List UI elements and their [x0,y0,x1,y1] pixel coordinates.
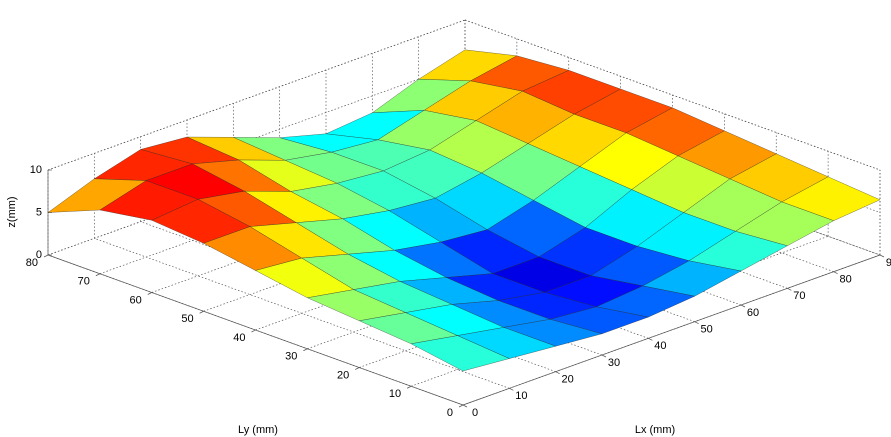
x-tick-label: 20 [562,374,574,386]
x-tick-label: 30 [608,357,620,369]
plot-area: 0102030405060708090010203040506070800510 [26,19,891,419]
y-tick-label: 50 [181,313,193,325]
x-tick-label: 60 [747,307,759,319]
y-tick-label: 10 [389,388,401,400]
tick-mark [95,273,101,277]
axis-line [464,19,881,171]
y-tick-label: 30 [285,351,297,363]
tick-mark [648,338,653,341]
tick-mark [199,310,204,314]
tick-mark [355,367,360,370]
tick-mark [303,348,308,352]
tick-mark [601,354,607,358]
y-tick-label: 80 [26,257,38,269]
axis-line [47,19,466,171]
tick-mark [251,329,256,333]
x-tick-label: 10 [515,390,527,402]
x-tick-label: 50 [701,324,713,336]
tick-mark [509,388,514,391]
z-tick-label: 10 [30,164,42,176]
tick-mark [147,292,152,295]
tick-mark [879,254,885,258]
z-tick-label: 5 [36,206,42,218]
tick-mark [740,304,746,308]
z-tick-label: 0 [36,249,42,261]
tick-mark [406,385,412,389]
x-axis-label: Lx (mm) [635,424,675,436]
z-axis-label: z(mm) [6,196,18,227]
y-tick-label: 70 [78,276,90,288]
axis-line [47,254,464,406]
x-tick-label: 80 [840,274,852,286]
x-tick-label: 0 [472,407,478,419]
tick-mark [458,404,464,408]
x-tick-label: 90 [886,257,891,269]
y-tick-label: 40 [233,332,245,344]
y-axis-label: Ly (mm) [238,424,278,436]
x-tick-label: 40 [654,340,666,352]
tick-mark [787,288,792,291]
tick-mark [555,371,560,374]
y-tick-label: 60 [130,294,142,306]
x-tick-label: 70 [793,290,805,302]
y-tick-label: 20 [337,369,349,381]
tick-mark [833,271,838,274]
y-tick-label: 0 [447,407,453,419]
tick-mark [43,254,49,258]
axis-line [462,254,881,406]
tick-mark [694,321,699,324]
surface-cell [410,335,511,372]
tick-mark [462,404,468,408]
